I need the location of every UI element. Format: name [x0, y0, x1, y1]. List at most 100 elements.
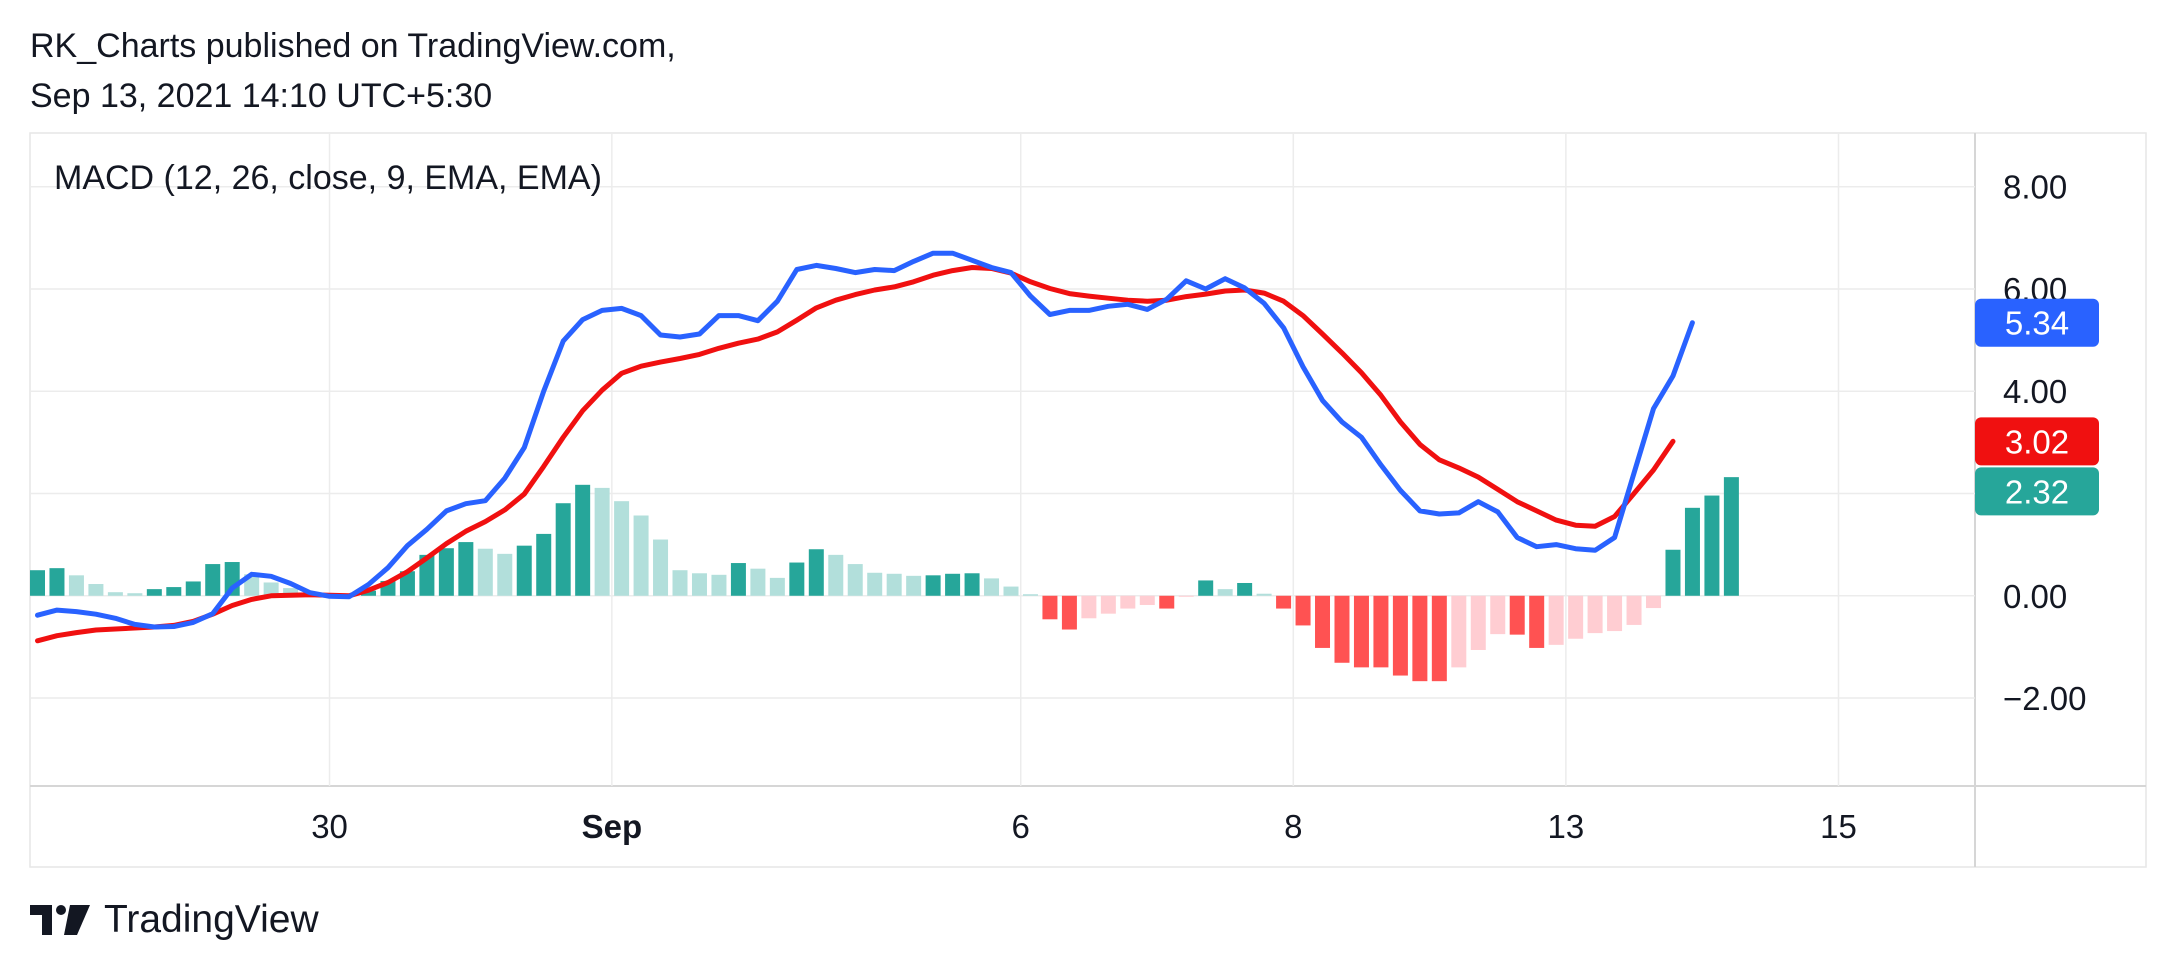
indicator-title: MACD (12, 26, close, 9, EMA, EMA) [54, 159, 602, 197]
last-value-badge: 3.02 [1975, 417, 2099, 466]
histogram-bar [30, 570, 45, 596]
histogram-bar [1120, 595, 1136, 609]
histogram-bar [107, 592, 123, 596]
publisher-line: RK_Charts published on TradingView.com, [30, 27, 676, 65]
histogram-bar [1451, 595, 1467, 668]
histogram-bar [711, 574, 727, 596]
histogram-bar [1217, 589, 1233, 596]
histogram-bar [789, 562, 805, 596]
histogram-bar [1412, 595, 1428, 682]
histogram-bar [1334, 595, 1350, 663]
histogram-bar [1081, 595, 1097, 619]
histogram-bar [497, 553, 513, 596]
price-axis-tick-label: 8.00 [2003, 169, 2067, 206]
last-value-badge-bg [1975, 298, 2099, 347]
time-axis-labels: 30 Sep 6 8 13 15 [311, 808, 1857, 845]
histogram-bar [867, 572, 883, 596]
histogram-bar [205, 564, 221, 596]
histogram-bar [127, 593, 143, 596]
price-axis-tick-label: 0.00 [2003, 578, 2067, 615]
histogram-bar [1607, 595, 1623, 632]
footer-brand: TradingView [30, 898, 319, 942]
histogram-bar [614, 501, 630, 596]
last-value-badge-label: 5.34 [2005, 305, 2069, 342]
histogram-bar [1626, 595, 1642, 625]
time-axis-tick-label: 13 [1548, 808, 1585, 845]
price-axis-tick-label: 4.00 [2003, 373, 2067, 410]
time-axis-tick-label: 15 [1820, 808, 1857, 845]
timestamp-line: Sep 13, 2021 14:10 UTC+5:30 [30, 77, 493, 115]
histogram-bar [185, 581, 201, 596]
histogram-bar [88, 584, 104, 596]
price-axis-tick-label: −2.00 [2003, 680, 2087, 717]
histogram-bar [1529, 595, 1545, 648]
histogram-bar [906, 575, 922, 596]
histogram-bar [146, 589, 162, 596]
histogram-bar [49, 568, 65, 596]
histogram-bar [477, 548, 493, 596]
histogram-bar [925, 575, 941, 596]
histogram-bar [1178, 595, 1194, 597]
histogram-bar [536, 533, 552, 596]
histogram-bar [847, 564, 863, 596]
histogram-bar [283, 588, 299, 596]
histogram-bar [633, 515, 649, 596]
histogram-bar [594, 487, 610, 596]
grid-lines [30, 133, 1975, 786]
last-value-badge-label: 3.02 [2005, 423, 2069, 460]
histogram-bar [399, 571, 415, 596]
histogram-bar [1198, 580, 1214, 596]
histogram-bar [263, 582, 279, 596]
histogram-bar [419, 554, 435, 596]
histogram-bar [945, 573, 961, 596]
histogram-bar [1587, 595, 1603, 634]
histogram-bar [1704, 495, 1720, 596]
last-value-badge: 2.32 [1975, 467, 2099, 516]
time-axis-tick-label: 8 [1284, 808, 1302, 845]
histogram-bar [730, 563, 746, 596]
histogram-bar [653, 539, 669, 596]
histogram-bar [886, 573, 902, 596]
histogram-bar [555, 503, 571, 596]
histogram-bar [1568, 595, 1584, 639]
histogram-bar [1548, 595, 1564, 645]
histogram-bar [769, 577, 785, 596]
last-value-badge-bg [1975, 467, 2099, 516]
histogram-bar [1509, 595, 1525, 635]
histogram-bar [1100, 595, 1116, 614]
plot-frame [29, 132, 2147, 868]
tradingview-logo-icon [30, 905, 90, 935]
time-axis-tick-label: 30 [311, 808, 348, 845]
last-value-badge: 5.34 [1975, 298, 2099, 347]
last-value-badge-bg [1975, 417, 2099, 466]
histogram-bar [828, 554, 844, 596]
histogram-bar [964, 573, 980, 596]
histogram-bar [1042, 595, 1058, 620]
histogram-bar [1353, 595, 1369, 668]
time-axis-tick-label: Sep [582, 808, 643, 845]
histogram-bar [750, 568, 766, 596]
histogram-bar [438, 548, 454, 596]
last-value-badges: 5.34 3.02 2.32 [1975, 298, 2099, 516]
time-axis-tick-label: 6 [1012, 808, 1030, 845]
histogram-bar [1392, 595, 1408, 676]
histogram-bar [1723, 477, 1739, 596]
histogram-bar [360, 590, 376, 596]
histogram-bar [808, 549, 824, 596]
histogram-bar [68, 575, 84, 596]
histogram-bar [166, 587, 182, 596]
histogram-bars [30, 477, 1739, 682]
histogram-bar [1256, 593, 1272, 596]
histogram-bar [1159, 595, 1175, 609]
histogram-bar [575, 484, 591, 596]
histogram-bar [1003, 586, 1019, 596]
price-axis-labels: 8.006.004.002.000.00−2.00 [2003, 169, 2087, 717]
histogram-bar [1022, 594, 1038, 596]
histogram-bar [691, 573, 707, 596]
histogram-bar [1139, 595, 1155, 605]
histogram-bar [1470, 595, 1486, 650]
histogram-bar [984, 578, 1000, 596]
histogram-bar [1684, 507, 1700, 596]
histogram-bar [1295, 595, 1311, 626]
histogram-bar [1237, 582, 1253, 596]
